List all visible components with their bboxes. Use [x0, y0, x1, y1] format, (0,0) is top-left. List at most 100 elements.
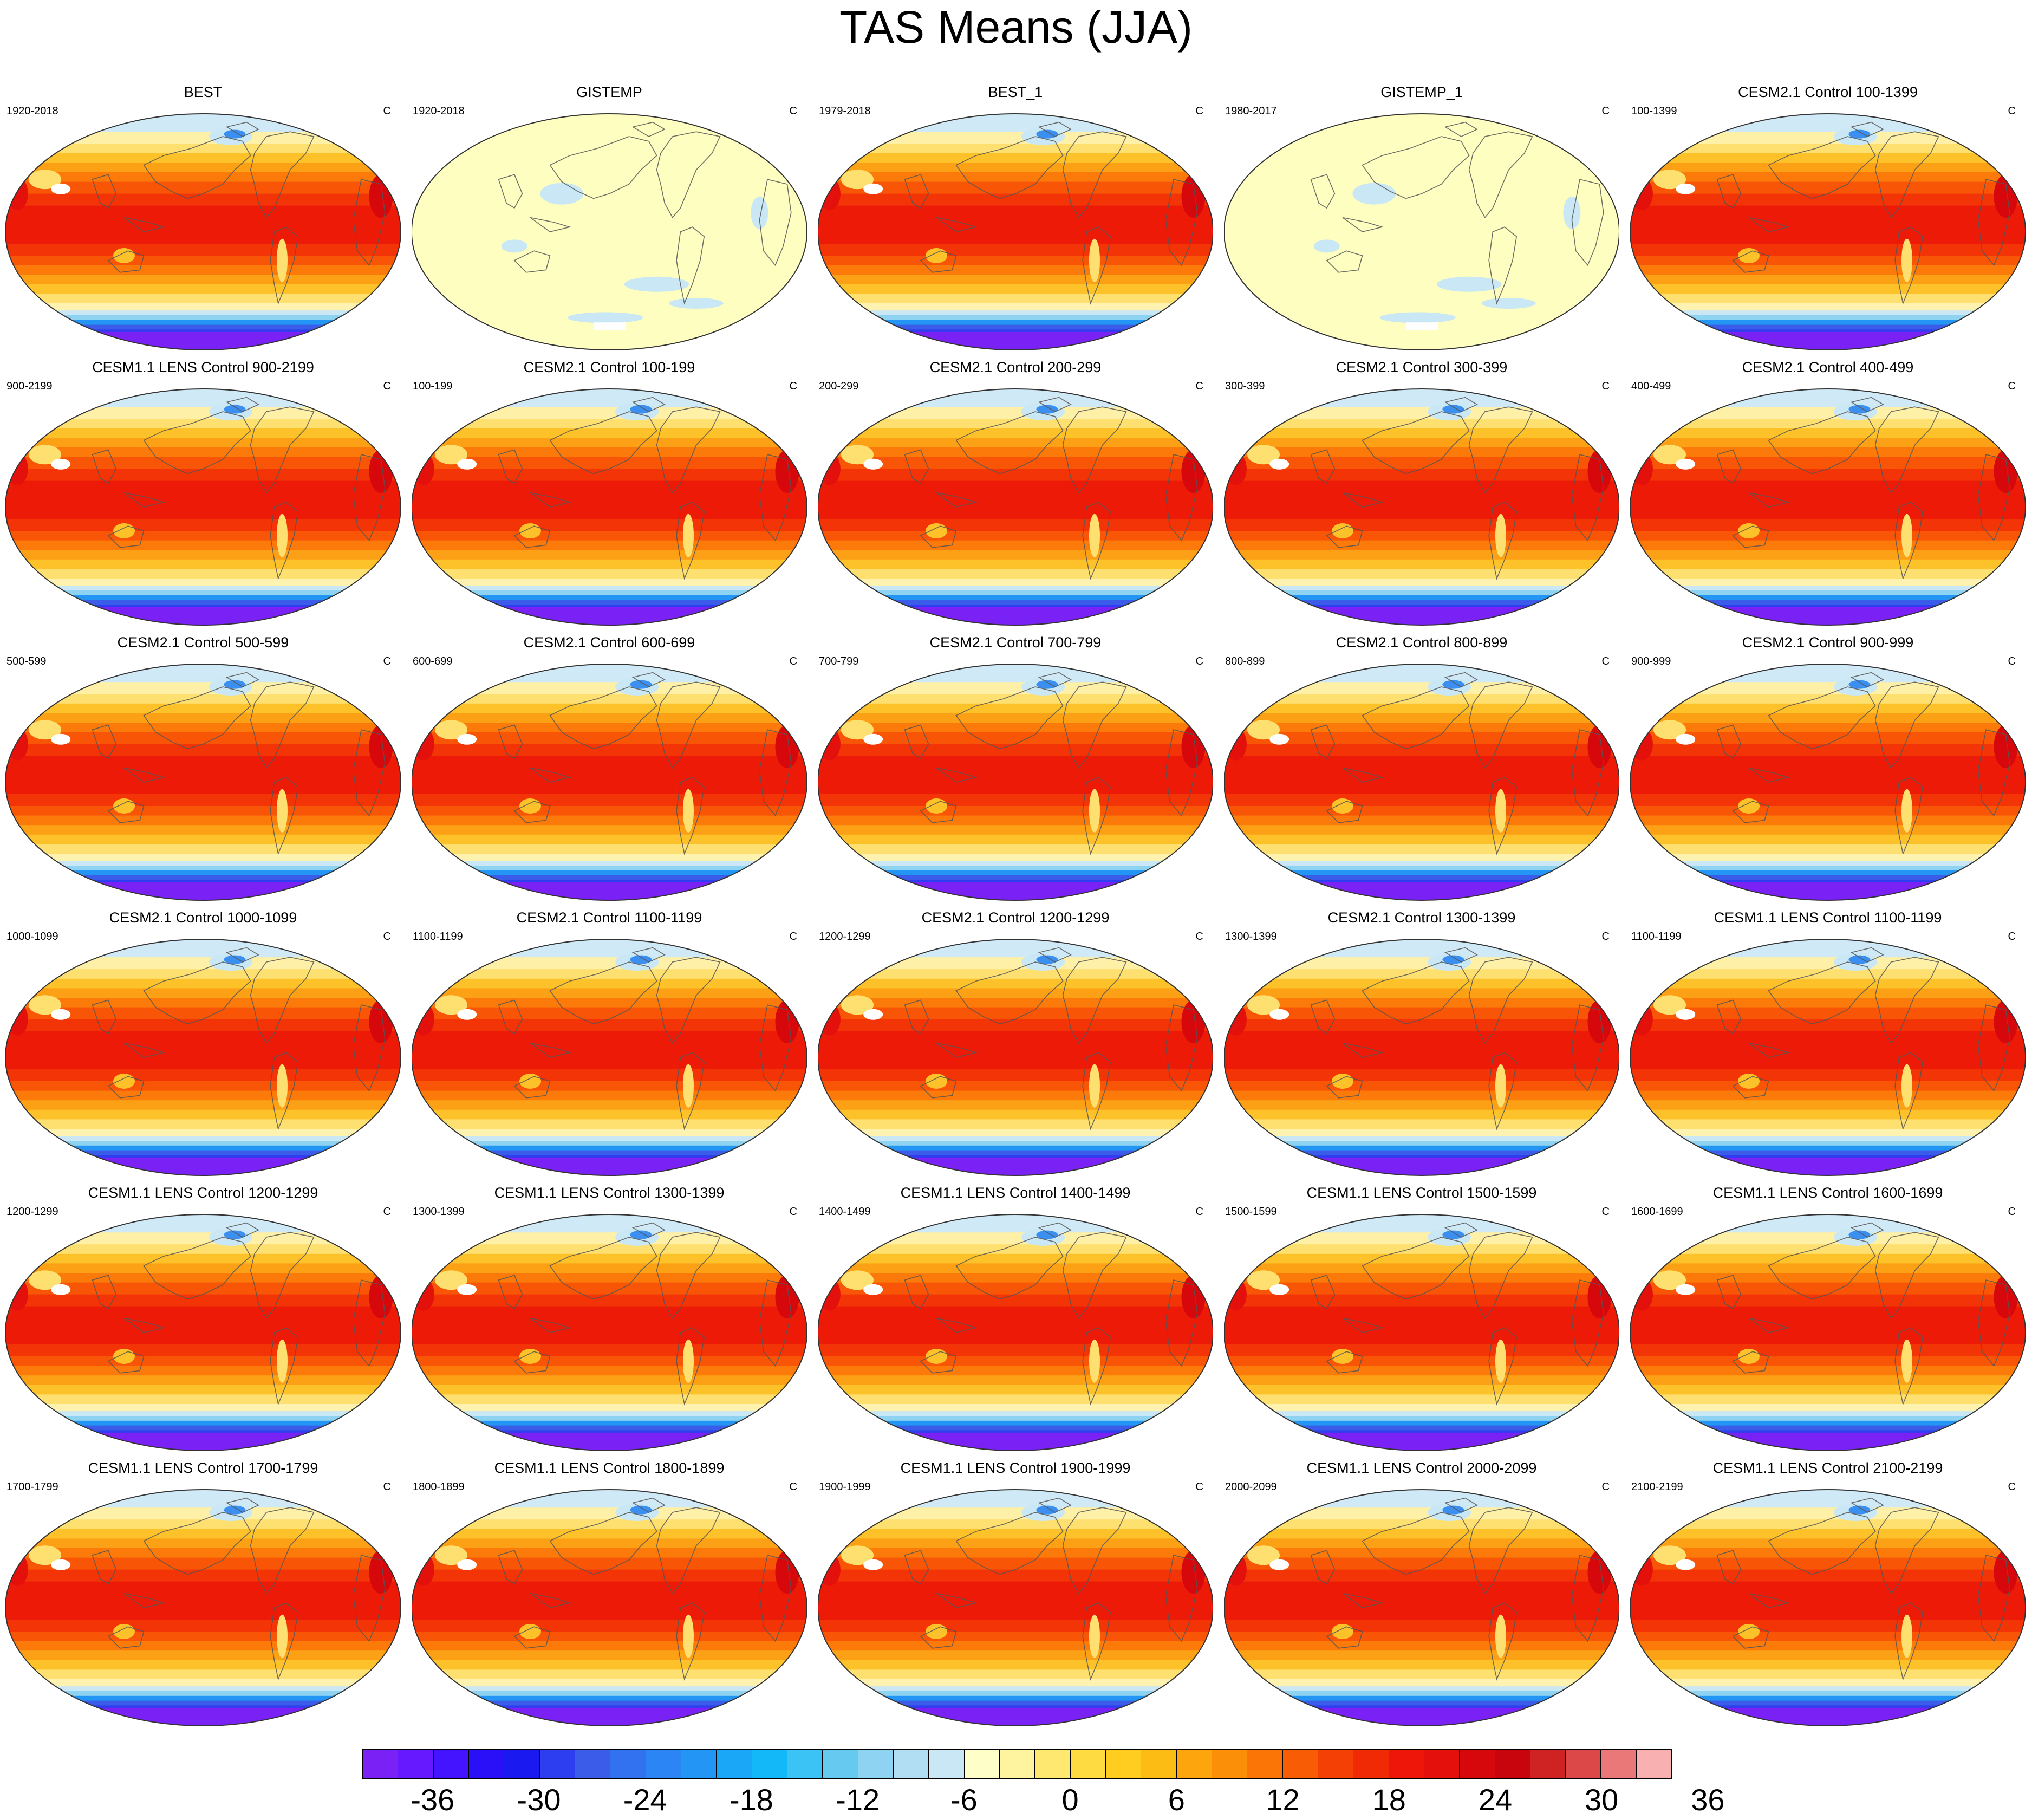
temperature-feature	[435, 445, 467, 465]
panel-units: C	[1601, 380, 1610, 392]
colorbar-box	[398, 1750, 434, 1778]
temperature-band	[1224, 875, 1619, 881]
panel-period: 1600-1699	[1631, 1206, 1683, 1218]
temperature-feature	[277, 789, 288, 833]
temperature-band	[412, 1425, 807, 1431]
temperature-feature	[1442, 1505, 1464, 1514]
temperature-band	[1224, 447, 1619, 458]
colorbar-box	[1636, 1750, 1672, 1778]
temperature-band	[1224, 1490, 1619, 1509]
temperature-band	[1630, 315, 2026, 321]
coastline	[936, 1317, 978, 1333]
coastline	[936, 492, 978, 508]
temperature-band	[5, 1150, 401, 1156]
temperature-band	[818, 1244, 1213, 1254]
panel-units: C	[1601, 1206, 1610, 1218]
coastline	[1082, 502, 1111, 580]
temperature-band	[5, 144, 401, 154]
coastline	[513, 801, 551, 823]
coastline	[270, 1052, 299, 1130]
temperature-band	[1630, 844, 2026, 854]
temperature-band	[818, 590, 1213, 596]
temperature-band	[5, 1375, 401, 1386]
temperature-band	[1630, 854, 2026, 862]
temperature-band	[1224, 939, 1619, 958]
colorbar-box	[1566, 1750, 1601, 1778]
temperature-feature	[1247, 445, 1280, 465]
temperature-band	[5, 988, 401, 998]
coastline	[1062, 1232, 1127, 1320]
temperature-band	[5, 457, 401, 470]
panel-units: C	[383, 1206, 391, 1218]
panel-period: 700-799	[819, 655, 859, 667]
temperature-band	[5, 531, 401, 541]
temperature-band	[818, 1031, 1213, 1070]
temperature-feature	[863, 1009, 883, 1020]
temperature-band	[1630, 1244, 2026, 1254]
temperature-band	[818, 1581, 1213, 1620]
temperature-band	[5, 1344, 401, 1357]
panel-period: 600-699	[413, 655, 453, 667]
map-outline	[818, 939, 1213, 1176]
temperature-feature	[51, 183, 71, 194]
temperature-band	[1224, 1420, 1619, 1426]
temperature-feature	[51, 458, 71, 470]
temperature-feature	[29, 1545, 61, 1565]
temperature-band	[5, 1548, 401, 1558]
temperature-band	[412, 1650, 807, 1661]
temperature-band	[818, 1129, 1213, 1137]
temperature-band	[412, 1031, 807, 1070]
temperature-band	[412, 1119, 807, 1129]
temperature-feature	[277, 1339, 288, 1383]
colorbar-tick-label: 18	[1372, 1783, 1406, 1817]
temperature-band	[5, 303, 401, 311]
temperature-band	[1630, 457, 2026, 470]
temperature-band	[412, 1214, 807, 1233]
coastline	[498, 1550, 523, 1585]
coastline	[1342, 767, 1384, 783]
temperature-feature	[1738, 248, 1760, 263]
temperature-band	[1224, 1705, 1619, 1708]
anomaly-region	[540, 183, 584, 205]
colorbar-box	[681, 1750, 717, 1778]
temperature-band	[1630, 1581, 2026, 1620]
temperature-feature	[1225, 1553, 1247, 1586]
temperature-band	[1630, 1557, 2026, 1570]
colorbar-box	[575, 1750, 611, 1778]
panel-title: CESM2.1 Control 1300-1399	[1327, 909, 1516, 926]
temperature-feature	[457, 1009, 477, 1020]
panel-units: C	[2008, 105, 2016, 117]
coastline	[143, 686, 251, 750]
temperature-band	[818, 1109, 1213, 1120]
temperature-band	[818, 1432, 1213, 1451]
temperature-band	[818, 1490, 1213, 1509]
temperature-band	[1224, 550, 1619, 560]
coastline	[936, 1042, 978, 1058]
colorbar-box	[929, 1750, 965, 1778]
temperature-band	[1224, 703, 1619, 714]
temperature-band	[412, 1519, 807, 1530]
temperature-band	[1224, 998, 1619, 1008]
coastline	[1488, 502, 1518, 580]
temperature-band	[412, 1641, 807, 1652]
temperature-band	[1224, 806, 1619, 816]
temperature-band	[412, 957, 807, 970]
map-panel: CESM1.1 LENS Control 1500-1599 1500-1599 C	[1219, 1182, 1625, 1457]
temperature-band	[1224, 794, 1619, 807]
coastline	[676, 1052, 705, 1130]
temperature-band	[5, 1679, 401, 1687]
coastline	[656, 1232, 721, 1320]
temperature-band	[412, 1155, 807, 1158]
temperature-band	[1224, 1411, 1619, 1416]
temperature-feature	[1089, 1064, 1100, 1108]
map-outline	[1630, 113, 2026, 350]
temperature-band	[1630, 153, 2026, 164]
temperature-band	[5, 1430, 401, 1433]
coastline	[1362, 1512, 1470, 1575]
temperature-band	[5, 861, 401, 866]
coastline	[1165, 1004, 1198, 1092]
panel-title: CESM1.1 LENS Control 1100-1199	[1714, 909, 1942, 926]
temperature-band	[5, 428, 401, 439]
temperature-band	[1224, 1686, 1619, 1692]
coastline	[1977, 454, 2010, 542]
